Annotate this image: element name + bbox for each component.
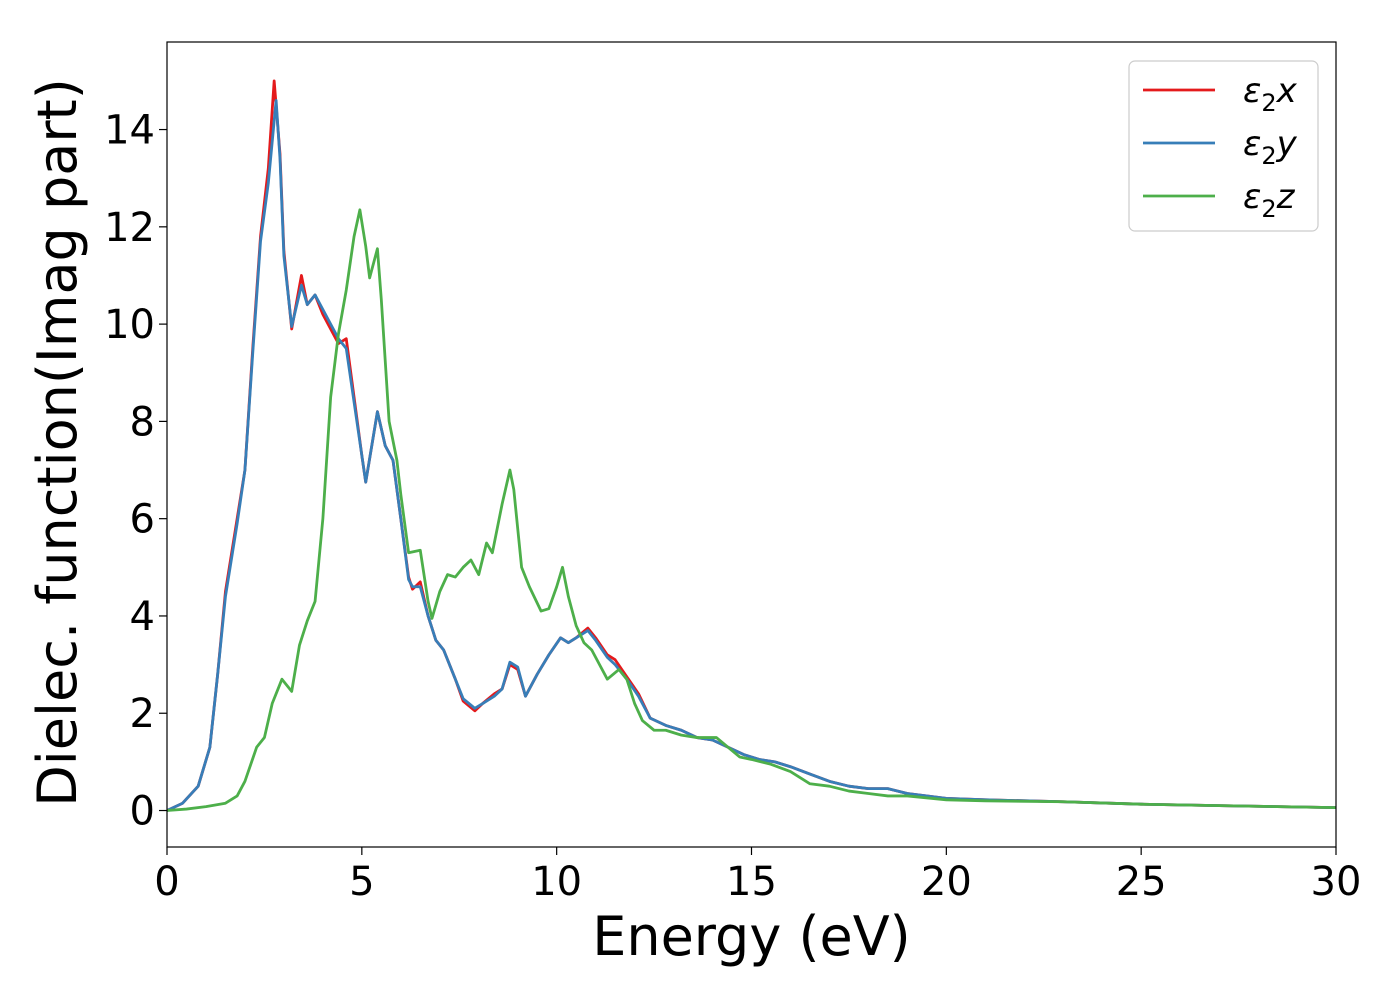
x-axis-label: Energy (eV) bbox=[592, 905, 911, 968]
y-axis-label: Dielec. function(Imag part) bbox=[26, 78, 89, 807]
x-axis: 0 5 10 15 20 25 30 bbox=[154, 847, 1361, 905]
legend-entry-y: ε2y bbox=[1243, 124, 1298, 170]
series-line-y bbox=[167, 98, 1336, 812]
y-tick-label: 8 bbox=[130, 399, 155, 445]
x-tick-label: 0 bbox=[154, 859, 179, 905]
y-tick-label: 10 bbox=[104, 302, 155, 348]
legend-entry-z: ε2z bbox=[1243, 177, 1296, 223]
x-tick-label: 20 bbox=[921, 859, 972, 905]
x-tick-label: 5 bbox=[349, 859, 374, 905]
y-axis: 0 2 4 6 8 10 12 14 bbox=[104, 108, 167, 835]
y-tick-label: 6 bbox=[130, 497, 155, 543]
legend: ε2x ε2y ε2z bbox=[1128, 60, 1319, 232]
legend-entry-x: ε2x bbox=[1243, 71, 1298, 117]
y-tick-label: 14 bbox=[104, 108, 155, 154]
y-tick-label: 2 bbox=[130, 691, 155, 737]
plot-area bbox=[167, 79, 1336, 812]
y-tick-label: 12 bbox=[104, 205, 155, 251]
y-tick-label: 4 bbox=[130, 594, 155, 640]
x-tick-label: 10 bbox=[531, 859, 582, 905]
x-tick-label: 25 bbox=[1116, 859, 1167, 905]
legend-box bbox=[1128, 60, 1319, 232]
y-tick-label: 0 bbox=[130, 789, 155, 835]
x-tick-label: 30 bbox=[1311, 859, 1362, 905]
x-tick-label: 15 bbox=[726, 859, 777, 905]
series-line-z bbox=[167, 208, 1336, 812]
